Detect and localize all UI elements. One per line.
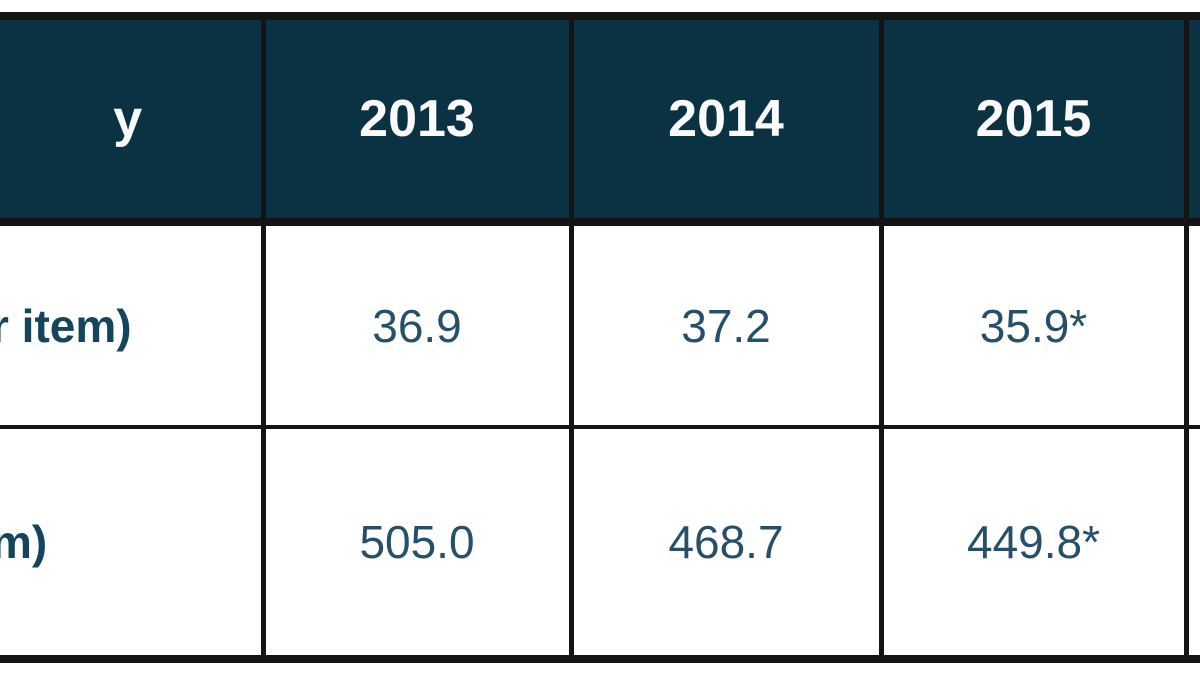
header-cell-category: y: [0, 12, 266, 226]
row-1-cutoff-cell: [1183, 222, 1200, 429]
row-1-label: r item): [0, 222, 266, 429]
row-2-label: m): [0, 427, 266, 663]
row-1-value-2013: 36.9: [260, 222, 574, 429]
header-row: y 2013 2014 2015: [0, 12, 1200, 226]
table-row-1: r item) 36.9 37.2 35.9*: [0, 222, 1200, 429]
row-2-value-2015: 449.8*: [878, 427, 1189, 663]
row-2-value-2014: 468.7: [568, 427, 884, 663]
row-1-value-2014: 37.2: [568, 222, 884, 429]
header-cell-cutoff: [1183, 12, 1200, 226]
statistics-table: y 2013 2014 2015 r item) 36.9 37.2 35.9*…: [0, 12, 1200, 663]
table-row-2: m) 505.0 468.7 449.8*: [0, 427, 1200, 663]
header-cell-year-2014: 2014: [568, 12, 884, 226]
row-2-value-2013: 505.0: [260, 427, 574, 663]
row-1-value-2015: 35.9*: [878, 222, 1189, 429]
header-cell-year-2015: 2015: [878, 12, 1189, 226]
header-cell-year-2013: 2013: [260, 12, 574, 226]
row-2-cutoff-cell: [1183, 427, 1200, 663]
